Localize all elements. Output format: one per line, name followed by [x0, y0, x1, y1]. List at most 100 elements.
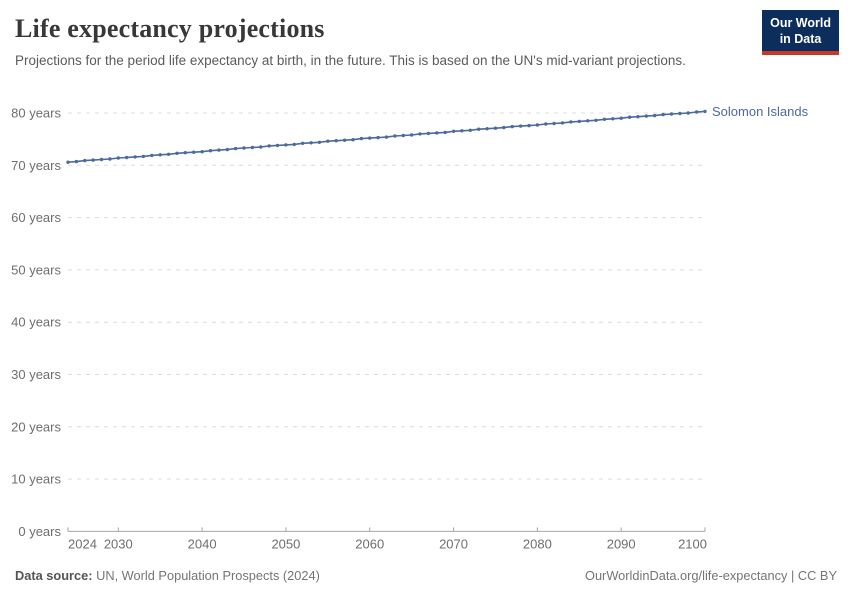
data-point[interactable]: [468, 128, 472, 132]
x-tick-label: 2030: [104, 536, 133, 551]
x-tick-label: 2080: [523, 536, 552, 551]
entity-label[interactable]: Solomon Islands: [712, 104, 809, 119]
data-point[interactable]: [661, 112, 665, 117]
data-point[interactable]: [99, 157, 104, 162]
data-point[interactable]: [208, 149, 213, 153]
data-point[interactable]: [636, 115, 640, 119]
data-point[interactable]: [317, 140, 322, 144]
data-point[interactable]: [443, 130, 447, 135]
data-source: Data source: UN, World Population Prospe…: [15, 568, 320, 583]
data-point[interactable]: [510, 124, 514, 129]
data-point[interactable]: [166, 152, 171, 156]
data-point[interactable]: [477, 127, 481, 131]
y-tick-label: 40 years: [11, 315, 61, 330]
data-point[interactable]: [493, 126, 498, 130]
data-point[interactable]: [376, 135, 380, 140]
data-point[interactable]: [359, 136, 364, 141]
data-source-text: UN, World Population Prospects (2024): [92, 568, 320, 583]
data-point[interactable]: [342, 138, 347, 142]
owid-logo[interactable]: Our World in Data: [762, 10, 839, 55]
data-point[interactable]: [644, 114, 648, 118]
data-point[interactable]: [686, 111, 690, 115]
data-point[interactable]: [334, 139, 338, 143]
data-point[interactable]: [552, 121, 556, 126]
data-point[interactable]: [669, 112, 674, 116]
data-point[interactable]: [200, 150, 204, 154]
data-point[interactable]: [594, 118, 598, 122]
page-title: Life expectancy projections: [15, 14, 325, 43]
x-tick-label: 2090: [607, 536, 636, 551]
data-point[interactable]: [284, 143, 288, 147]
data-point[interactable]: [116, 156, 121, 160]
data-point[interactable]: [409, 133, 414, 137]
data-point[interactable]: [518, 124, 523, 128]
data-point[interactable]: [460, 129, 464, 133]
data-point[interactable]: [627, 115, 632, 119]
data-point[interactable]: [619, 116, 623, 120]
x-tick-label: 2060: [355, 536, 384, 551]
data-point[interactable]: [368, 136, 372, 140]
data-point[interactable]: [384, 135, 389, 139]
owid-logo-line2: in Data: [779, 32, 822, 47]
y-tick-label: 60 years: [11, 210, 61, 225]
data-point[interactable]: [560, 121, 565, 125]
data-point[interactable]: [275, 143, 280, 148]
data-point[interactable]: [108, 157, 112, 161]
data-point[interactable]: [527, 123, 531, 128]
data-point[interactable]: [250, 145, 255, 150]
chart-canvas[interactable]: 0 years 10 years 20 years 30 years 40 years 5…: [0, 95, 850, 565]
data-point[interactable]: [351, 138, 355, 142]
data-point[interactable]: [192, 150, 196, 154]
data-point[interactable]: [66, 160, 70, 164]
data-point[interactable]: [451, 129, 456, 133]
data-point[interactable]: [602, 117, 607, 121]
data-point[interactable]: [233, 146, 238, 151]
data-point[interactable]: [418, 132, 422, 136]
data-point[interactable]: [401, 133, 405, 138]
data-point[interactable]: [694, 110, 699, 114]
data-point[interactable]: [259, 145, 263, 149]
x-tick-label: 2100: [678, 536, 707, 551]
data-point[interactable]: [158, 153, 162, 157]
data-point[interactable]: [426, 131, 431, 136]
data-point[interactable]: [535, 123, 540, 127]
data-source-label: Data source:: [15, 568, 93, 583]
data-point[interactable]: [309, 141, 313, 145]
data-point[interactable]: [326, 139, 330, 143]
data-point[interactable]: [435, 131, 439, 135]
y-tick-label: 80 years: [11, 106, 61, 121]
data-point[interactable]: [393, 134, 397, 138]
data-point[interactable]: [141, 154, 146, 159]
data-point[interactable]: [703, 109, 707, 114]
data-point[interactable]: [292, 142, 296, 147]
data-point[interactable]: [242, 146, 246, 150]
data-point[interactable]: [91, 158, 95, 162]
data-point[interactable]: [83, 158, 87, 163]
y-tick-label: 30 years: [11, 367, 61, 382]
data-point[interactable]: [611, 117, 615, 121]
data-point[interactable]: [183, 151, 187, 155]
data-point[interactable]: [577, 119, 581, 124]
y-tick-label: 20 years: [11, 419, 61, 434]
data-point[interactable]: [74, 159, 79, 164]
data-point[interactable]: [544, 122, 548, 126]
data-point[interactable]: [267, 144, 271, 148]
footer-citation[interactable]: OurWorldinData.org/life-expectancy | CC …: [584, 568, 837, 583]
x-tick-label: 2070: [439, 536, 468, 551]
data-point[interactable]: [502, 125, 506, 130]
data-point[interactable]: [586, 119, 590, 123]
data-point[interactable]: [569, 120, 573, 124]
data-point[interactable]: [485, 127, 489, 131]
y-tick-label: 0 years: [18, 524, 61, 539]
data-point[interactable]: [653, 113, 657, 118]
data-point[interactable]: [678, 111, 682, 116]
data-point[interactable]: [175, 151, 179, 155]
owid-logo-line1: Our World: [770, 16, 831, 30]
data-point[interactable]: [150, 153, 154, 158]
data-point[interactable]: [301, 141, 305, 145]
data-point[interactable]: [225, 147, 229, 152]
data-point[interactable]: [133, 155, 137, 159]
data-point[interactable]: [125, 155, 129, 160]
data-point[interactable]: [217, 148, 221, 152]
